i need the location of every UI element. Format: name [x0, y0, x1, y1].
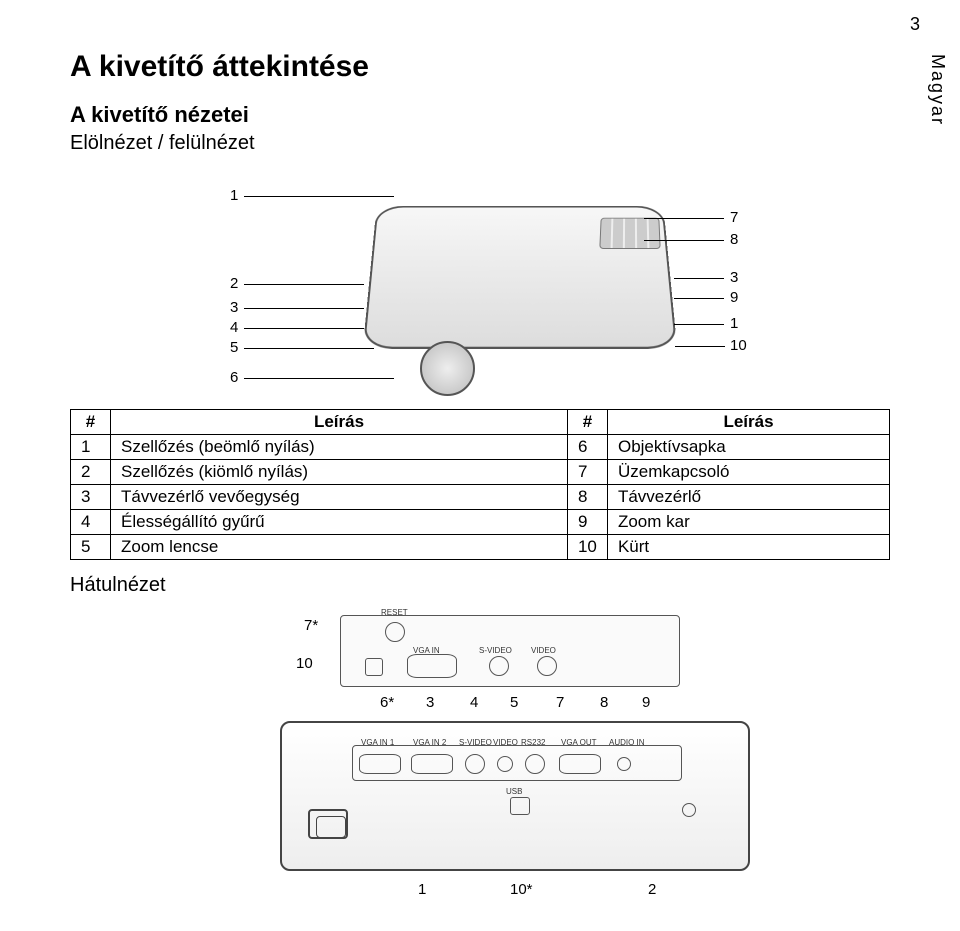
port-audio-rear: [682, 803, 696, 817]
label-rs232: RS232: [521, 738, 545, 747]
content: A kivetítő áttekintése A kivetítő nézete…: [0, 0, 960, 901]
port-video: [497, 756, 513, 772]
heading-rear-view: Hátulnézet: [70, 574, 890, 597]
label-video-rear: VIDEO: [493, 738, 518, 747]
port-reset: [385, 622, 405, 642]
label-vga-in-2: VGA IN 2: [413, 738, 446, 747]
callout-below-3: 3: [426, 694, 434, 711]
port-vga-in-2: [411, 754, 453, 774]
rear-ports-row: VGA IN 1 VGA IN 2 S-VIDEO VIDEO RS232 VG…: [352, 745, 682, 781]
port-video-small: [537, 656, 557, 676]
power-socket: [308, 809, 348, 839]
page-number: 3: [910, 14, 920, 35]
col-desc-2: Leírás: [607, 410, 889, 435]
label-vga-in-1: VGA IN 1: [361, 738, 394, 747]
callout-left-2: 2: [230, 275, 238, 292]
port-svideo: [465, 754, 485, 774]
parts-table: # Leírás # Leírás 1 Szellőzés (beömlő ny…: [70, 409, 890, 560]
callout-bottom-10star: 10*: [510, 881, 533, 898]
heading-overview: A kivetítő áttekintése: [70, 50, 890, 84]
port-vga-small: [407, 654, 457, 678]
callout-right-7: 7: [730, 209, 738, 226]
callout-left-3: 3: [230, 299, 238, 316]
figure-front-view: 1 2 3 4 5 6 7 8 3 9 1 10: [170, 169, 790, 399]
port-rs232: [525, 754, 545, 774]
figure-rear-view: 7* 10 RESET VGA IN S-VIDEO VIDEO 6* 3 4 …: [170, 611, 790, 901]
label-reset: RESET: [381, 608, 408, 617]
callout-left-6: 6: [230, 369, 238, 386]
port-usb-small: [365, 658, 383, 676]
callout-bottom-2: 2: [648, 881, 656, 898]
callout-left-5: 5: [230, 339, 238, 356]
callout-below-4: 4: [470, 694, 478, 711]
label-audio-in: AUDIO IN: [609, 738, 645, 747]
language-tab: Magyar: [927, 54, 948, 126]
callout-panel-10: 10: [296, 655, 313, 672]
col-hash-1: #: [71, 410, 111, 435]
col-hash-2: #: [567, 410, 607, 435]
port-svideo-small: [489, 656, 509, 676]
callout-below-9: 9: [642, 694, 650, 711]
label-usb: USB: [506, 787, 522, 796]
heading-front-view: Elölnézet / felülnézet: [70, 132, 890, 155]
table-header-row: # Leírás # Leírás: [71, 410, 890, 435]
projector-lens-cap: [420, 341, 475, 396]
rear-unit-illustration: VGA IN 1 VGA IN 2 S-VIDEO VIDEO RS232 VG…: [280, 721, 750, 871]
callout-below-5: 5: [510, 694, 518, 711]
rear-panel-detail: RESET VGA IN S-VIDEO VIDEO: [340, 615, 680, 687]
callout-bottom-1: 1: [418, 881, 426, 898]
callout-right-1: 1: [730, 315, 738, 332]
label-vga-out: VGA OUT: [561, 738, 597, 747]
label-svideo-rear: S-VIDEO: [459, 738, 492, 747]
table-row: 3 Távvezérlő vevőegység 8 Távvezérlő: [71, 485, 890, 510]
projector-control-panel: [599, 218, 660, 249]
callout-right-8: 8: [730, 231, 738, 248]
callout-below-8: 8: [600, 694, 608, 711]
table-row: 2 Szellőzés (kiömlő nyílás) 7 Üzemkapcso…: [71, 460, 890, 485]
callout-right-9: 9: [730, 289, 738, 306]
callout-right-10: 10: [730, 337, 747, 354]
table-row: 1 Szellőzés (beömlő nyílás) 6 Objektívsa…: [71, 435, 890, 460]
col-desc-1: Leírás: [111, 410, 568, 435]
callout-below-7: 7: [556, 694, 564, 711]
callout-left-1: 1: [230, 187, 238, 204]
port-audio-in: [617, 757, 631, 771]
callout-left-4: 4: [230, 319, 238, 336]
heading-views: A kivetítő nézetei: [70, 102, 890, 128]
callout-panel-7star: 7*: [304, 617, 318, 634]
callout-below-6star: 6*: [380, 694, 394, 711]
table-row: 4 Élességállító gyűrű 9 Zoom kar: [71, 510, 890, 535]
port-vga-out: [559, 754, 601, 774]
label-video: VIDEO: [531, 646, 556, 655]
callout-right-3: 3: [730, 269, 738, 286]
port-vga-in-1: [359, 754, 401, 774]
label-svideo: S-VIDEO: [479, 646, 512, 655]
table-row: 5 Zoom lencse 10 Kürt: [71, 535, 890, 560]
port-usb-rear: [510, 797, 530, 815]
